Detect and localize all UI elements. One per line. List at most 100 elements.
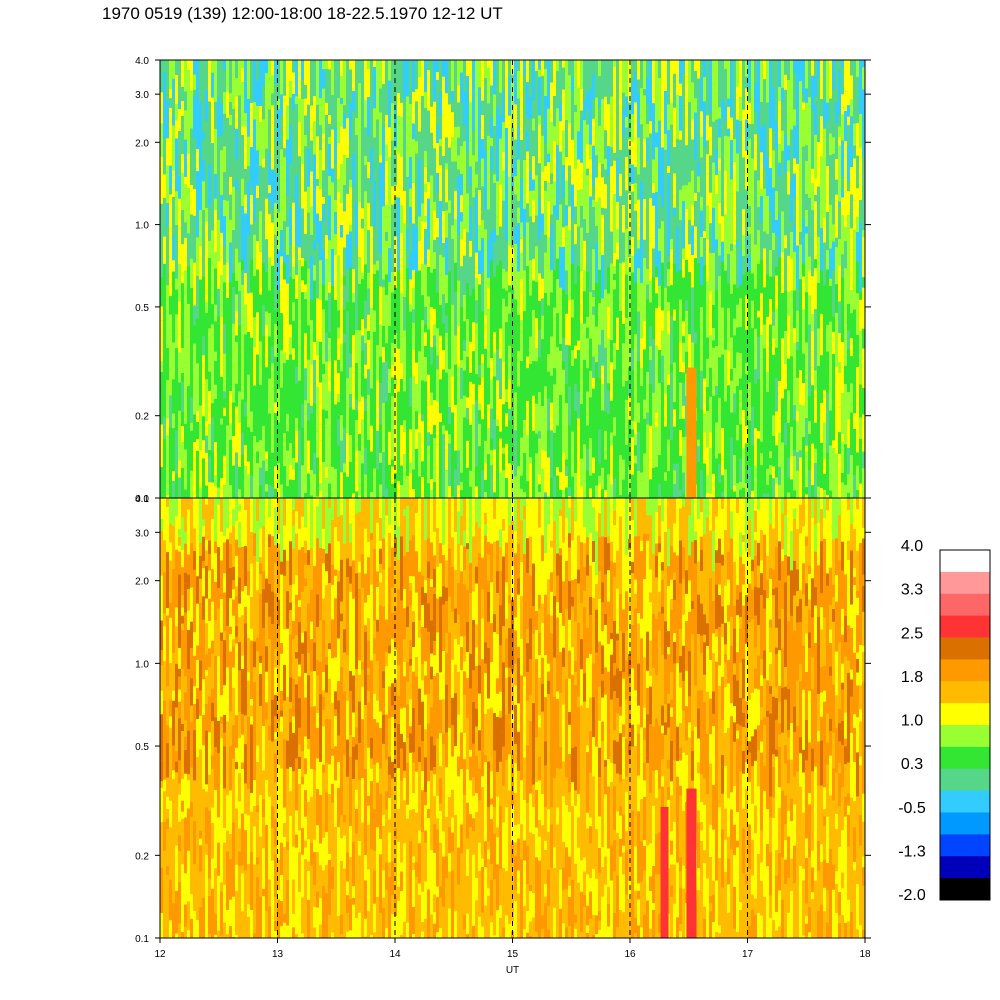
heatmap-cell xyxy=(619,173,622,197)
heatmap-cell xyxy=(325,410,328,419)
heatmap-cell xyxy=(313,316,316,342)
heatmap-cell xyxy=(259,60,262,99)
heatmap-cell xyxy=(358,433,361,451)
heatmap-cell xyxy=(169,296,172,315)
heatmap-cell xyxy=(283,60,286,96)
heatmap-cell xyxy=(286,672,289,698)
heatmap-cell xyxy=(265,518,268,540)
heatmap-cell xyxy=(316,496,319,498)
heatmap-cell xyxy=(220,632,223,641)
heatmap-cell xyxy=(235,383,238,407)
heatmap-cell xyxy=(499,226,502,261)
heatmap-cell xyxy=(835,123,838,159)
heatmap-cell xyxy=(727,98,730,107)
heatmap-cell xyxy=(184,583,187,591)
heatmap-cell xyxy=(424,229,427,238)
heatmap-cell xyxy=(160,650,163,666)
heatmap-cell xyxy=(748,420,751,443)
heatmap-cell xyxy=(493,376,496,420)
heatmap-cell xyxy=(625,335,628,357)
heatmap-cell xyxy=(178,689,181,702)
heatmap-cell xyxy=(853,158,856,201)
heatmap-cell xyxy=(442,60,445,77)
heatmap-cell xyxy=(208,598,211,621)
heatmap-cell xyxy=(559,204,562,248)
heatmap-cell xyxy=(463,462,466,498)
heatmap-cell xyxy=(181,630,184,669)
heatmap-cell xyxy=(307,149,310,166)
heatmap-cell xyxy=(214,101,217,129)
heatmap-cell xyxy=(859,60,862,69)
heatmap-cell xyxy=(223,455,226,486)
heatmap-cell xyxy=(652,392,655,427)
heatmap-cell xyxy=(358,222,361,258)
heatmap-cell xyxy=(856,123,859,156)
heatmap-cell xyxy=(190,498,193,544)
heatmap-cell xyxy=(670,364,673,373)
heatmap-cell xyxy=(835,60,838,103)
heatmap-cell xyxy=(739,389,742,425)
heatmap-cell xyxy=(199,923,202,938)
heatmap-cell xyxy=(781,388,784,399)
heatmap-cell xyxy=(685,208,688,222)
heatmap-cell xyxy=(433,335,436,347)
heatmap-cell xyxy=(808,60,811,98)
heatmap-cell xyxy=(439,114,442,139)
heatmap-cell xyxy=(343,472,346,498)
heatmap-cell xyxy=(175,60,178,76)
heatmap-cell xyxy=(553,476,556,498)
heatmap-cell xyxy=(496,105,499,136)
heatmap-cell xyxy=(484,229,487,251)
heatmap-cell xyxy=(733,318,736,327)
heatmap-cell xyxy=(457,234,460,281)
heatmap-cell xyxy=(223,746,226,789)
heatmap-cell xyxy=(277,780,280,824)
heatmap-cell xyxy=(271,847,274,861)
heatmap-cell xyxy=(604,96,607,124)
heatmap-cell xyxy=(652,484,655,498)
heatmap-cell xyxy=(262,119,265,132)
heatmap-cell xyxy=(169,194,172,229)
heatmap-cell xyxy=(793,125,796,159)
heatmap-cell xyxy=(652,339,655,357)
heatmap-cell xyxy=(748,255,751,271)
heatmap-cell xyxy=(682,142,685,186)
heatmap-cell xyxy=(850,454,853,498)
heatmap-cell xyxy=(475,323,478,332)
heatmap-cell xyxy=(769,168,772,212)
heatmap-cell xyxy=(820,270,823,314)
heatmap-cell xyxy=(259,233,262,246)
heatmap-cell xyxy=(226,795,229,831)
heatmap-cell xyxy=(559,304,562,344)
heatmap-cell xyxy=(604,289,607,304)
heatmap-cell xyxy=(493,332,496,339)
heatmap-cell xyxy=(337,179,340,192)
heatmap-cell xyxy=(517,207,520,224)
heatmap-cell xyxy=(802,110,805,123)
heatmap-cell xyxy=(376,178,379,190)
heatmap-cell xyxy=(775,60,778,90)
heatmap-cell xyxy=(538,163,541,186)
heatmap-cell xyxy=(319,341,322,366)
heatmap-cell xyxy=(214,829,217,869)
heatmap-cell xyxy=(796,342,799,351)
heatmap-cell xyxy=(283,922,286,938)
heatmap-cell xyxy=(430,175,433,215)
heatmap-cell xyxy=(607,267,610,294)
heatmap-cell xyxy=(298,607,301,623)
heatmap-cell xyxy=(595,60,598,98)
heatmap-cell xyxy=(265,498,268,519)
heatmap-cell xyxy=(430,364,433,393)
heatmap-cell xyxy=(385,488,388,498)
heatmap-cell xyxy=(559,102,562,122)
heatmap-cell xyxy=(238,828,241,852)
heatmap-cell xyxy=(298,756,301,770)
heatmap-cell xyxy=(172,78,175,100)
heatmap-cell xyxy=(700,76,703,112)
heatmap-cell xyxy=(220,599,223,633)
heatmap-cell xyxy=(673,426,676,458)
heatmap-cell xyxy=(748,321,751,365)
heatmap-cell xyxy=(487,428,490,455)
heatmap-cell xyxy=(655,132,658,148)
heatmap-cell xyxy=(328,124,331,138)
